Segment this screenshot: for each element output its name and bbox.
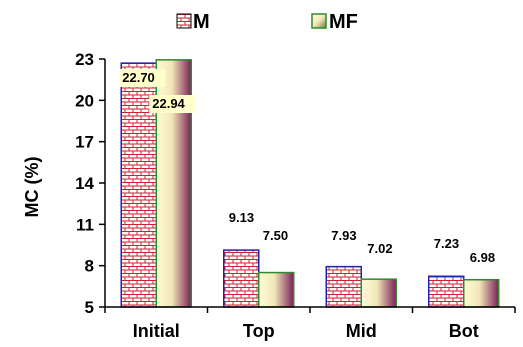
legend-label-m: M [193,11,210,33]
y-tick-label: 5 [85,298,94,317]
y-axis: 5 8 11 14 17 20 23 [75,50,106,317]
y-tick-label: 14 [75,174,94,193]
bar-m [223,249,260,308]
data-label-m: 7.23 [434,236,459,251]
data-label-box [119,69,166,87]
data-label-m: 9.13 [229,210,254,225]
legend: M MF [176,11,358,33]
data-label-mf: 6.98 [470,250,495,265]
y-tick-label: 17 [75,133,94,152]
y-tick-label: 8 [85,257,94,276]
bar-mf [360,278,397,308]
y-tick-label: 20 [75,91,94,110]
bar-m [428,275,465,308]
legend-swatch-mf [311,13,327,29]
data-label-mf: 7.50 [263,228,288,243]
legend-label-mf: MF [329,11,358,33]
x-tick-label: Initial [133,321,180,341]
y-axis-label: MC (%) [22,157,42,218]
x-tick-label: Top [243,321,275,341]
y-tick-label: 11 [76,215,94,234]
legend-swatch-m [176,13,192,29]
legend-item-m: M [176,11,210,33]
x-axis: Initial Top Mid Bot [104,306,516,341]
data-label-m: 7.93 [331,228,356,243]
y-tick-label: 23 [75,50,94,69]
data-labels: 22.70 9.13 7.93 7.23 22.94 7.50 7.02 6.98 [119,69,495,265]
data-label-mf: 7.02 [367,241,392,256]
data-label-box [149,95,196,113]
data-label-m: 22.70 [122,70,155,85]
x-tick-label: Bot [449,321,479,341]
bar-mf [258,271,295,308]
bar-mf [463,278,500,308]
x-tick-label: Mid [346,321,377,341]
bar-m [325,265,362,308]
legend-item-mf: MF [311,11,358,33]
data-label-mf: 22.94 [152,96,185,111]
